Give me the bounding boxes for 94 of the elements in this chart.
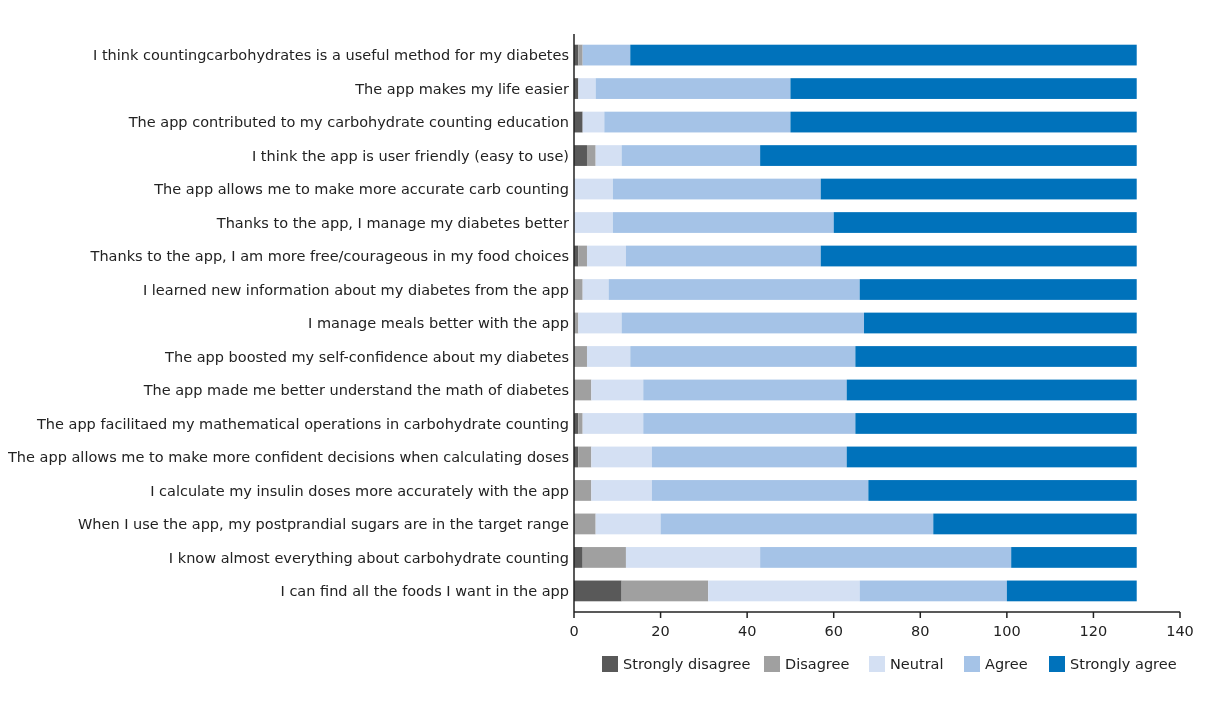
bar [833,212,1137,233]
y-tick-label: I manage meals better with the app [308,315,569,332]
y-tick-label: Thanks to the app, I manage my diabetes better [215,214,570,231]
bar [595,145,622,166]
bar [820,178,1137,200]
bar [708,580,860,602]
bar [625,245,821,267]
bar [1006,580,1137,602]
y-tick-label: The app made me better understand the math of diabetes [142,382,569,399]
bar [574,580,622,602]
x-tick-label: 20 [651,623,670,639]
bar [574,346,587,367]
bar [651,446,847,468]
bar [578,78,596,99]
bar [820,245,1137,267]
bar [859,279,1137,300]
bar [625,547,761,568]
bar [630,346,856,367]
bar [933,513,1137,535]
bar [660,513,934,535]
bar [591,379,644,401]
bar [855,346,1137,367]
bar [651,480,869,501]
bar [586,346,631,367]
y-tick-label: The app boosted my self-confidence about my diabetes [164,348,569,365]
bar [595,78,791,99]
bar [578,245,587,267]
bar [582,279,609,300]
bar [591,446,652,468]
bar [864,312,1137,334]
y-tick-label: The app makes my life easier [354,80,570,97]
bar [846,379,1137,401]
bar [604,111,791,133]
bar [846,446,1137,468]
bar [643,413,856,434]
bar [578,312,622,334]
bar [574,547,583,568]
legend-label: Neutral [890,656,944,673]
bar [612,212,834,233]
y-tick-label: I calculate my insulin doses more accurately with the app [150,482,569,499]
bar [608,279,860,300]
bar [643,379,847,401]
bar [790,111,1137,133]
x-tick-label: 0 [569,623,579,639]
bar [760,547,1012,568]
bar [586,245,626,267]
bar [578,446,592,468]
y-tick-label: Thanks to the app, I am more free/courageous in my food choices [89,248,569,265]
y-tick-label: I know almost everything about carbohydrate counting [168,549,569,566]
bar [790,78,1137,99]
bar [574,480,592,501]
bar [868,480,1137,501]
x-tick-label: 100 [993,623,1021,639]
bar [612,178,821,200]
bar [859,580,1007,602]
bar [574,212,613,233]
y-tick-label: When I use the app, my postprandial sugars are in the target range [77,516,570,533]
bar [582,44,631,66]
bar [630,44,1137,66]
legend-label: Strongly agree [1070,656,1177,673]
x-tick-label: 140 [1166,623,1194,639]
y-tick-label: The app contributed to my carbohydrate counting education [127,114,569,131]
y-tick-label: I learned new information about my diabetes from the app [142,281,569,298]
x-tick-label: 120 [1079,623,1108,639]
bar [621,145,761,166]
bar [582,111,605,133]
bar [574,145,587,166]
bar [595,513,661,535]
legend-label: Disagree [785,656,850,673]
x-tick-label: 40 [737,623,757,639]
bar [760,145,1137,166]
y-tick-label: The app facilitaed my mathematical operations in carbohydrate counting [35,415,569,432]
legend-label: Agree [985,656,1028,673]
x-tick-label: 60 [824,623,843,639]
bar [582,547,626,568]
bar [578,44,583,66]
x-tick-label: 80 [911,623,930,639]
bar [1011,547,1137,568]
legend-label: Strongly disagree [623,656,751,673]
bar [582,413,644,434]
y-tick-label: I think the app is user friendly (easy to use) [251,147,569,164]
bar [574,279,583,300]
bar [574,513,596,535]
bar [855,413,1137,434]
bar [578,413,583,434]
y-tick-label: The app allows me to make more confident decisions when calculating doses [7,449,569,466]
bar [621,580,709,602]
y-tick-label: The app allows me to make more accurate carb counting [153,181,569,198]
y-tick-label: I can find all the foods I want in the app [280,583,569,599]
y-tick-label: I think countingcarbohydrates is a useful method for my diabetes [93,47,569,64]
bar [621,312,865,334]
bar [574,178,613,200]
bar [586,145,596,166]
bar [591,480,652,501]
